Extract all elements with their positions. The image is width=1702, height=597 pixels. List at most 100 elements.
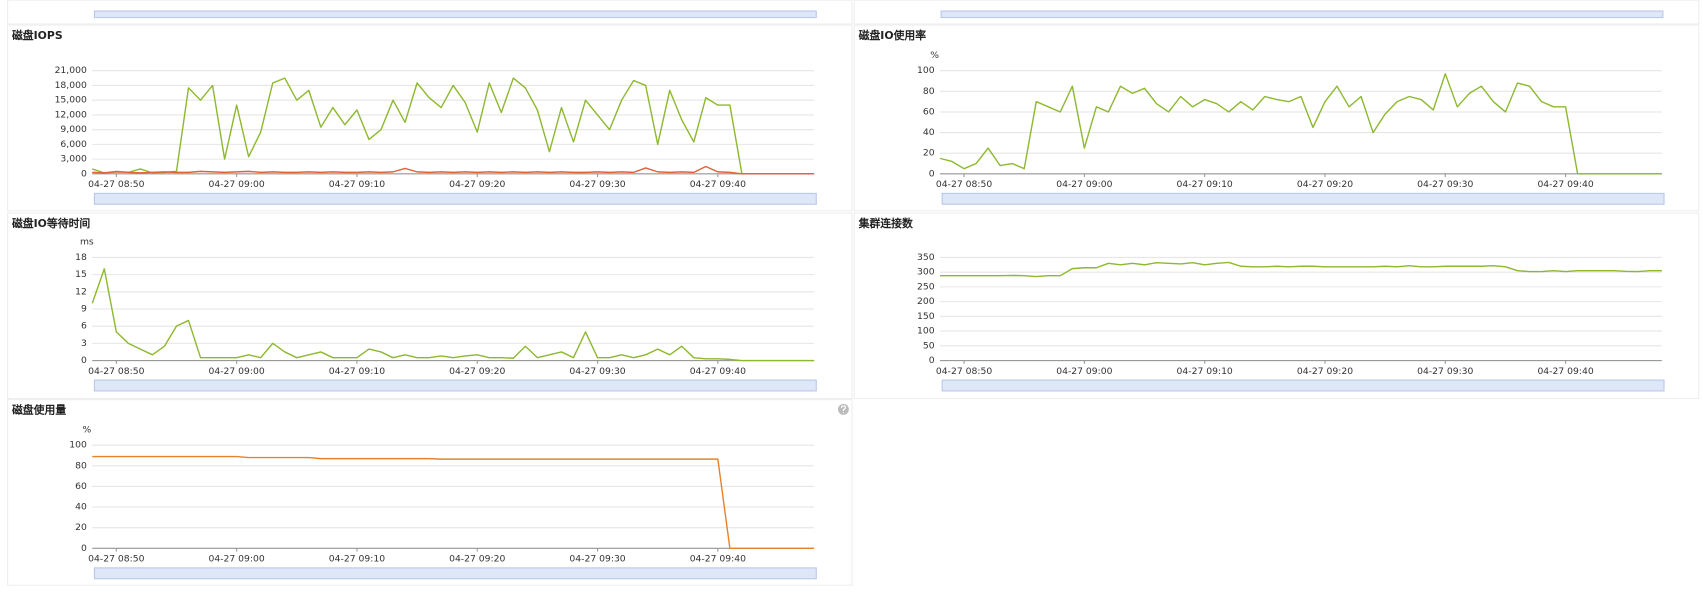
y-tick-label: 12,000 xyxy=(55,109,87,120)
y-tick-label: 20 xyxy=(923,148,935,159)
y-tick-label: 3 xyxy=(81,338,87,349)
zoom-track xyxy=(941,379,1665,392)
y-tick-label: 15,000 xyxy=(55,95,87,106)
x-tick-label: 04-27 09:30 xyxy=(569,366,625,377)
x-tick-label: 04-27 09:40 xyxy=(690,366,746,377)
y-tick-label: 9,000 xyxy=(60,124,87,135)
y-tick-label: 0 xyxy=(81,543,87,554)
y-tick-label: 20 xyxy=(75,522,87,533)
zoom-slider[interactable] xyxy=(93,10,817,19)
zoom-track xyxy=(93,192,817,205)
y-tick-label: 0 xyxy=(929,355,935,366)
series-line xyxy=(940,261,1662,278)
x-tick-label: 04-27 09:10 xyxy=(1177,179,1233,190)
x-tick-label: 04-27 09:00 xyxy=(208,179,264,190)
chart-panel: 集群连接数 0 50 100 150 200 250 300 350 04-27 08:50 04-… xyxy=(853,212,1700,400)
x-tick-label: 04-27 09:40 xyxy=(690,179,746,190)
y-tick-label: 250 xyxy=(917,281,935,292)
series-line xyxy=(92,165,815,175)
y-tick-label: 6 xyxy=(81,321,87,332)
x-tick-label: 04-27 09:10 xyxy=(1177,366,1233,377)
y-tick-label: 150 xyxy=(917,311,935,322)
series-line xyxy=(92,455,815,550)
x-tick-label: 04-27 09:10 xyxy=(329,366,385,377)
x-tick-label: 04-27 08:50 xyxy=(88,366,144,377)
panel-frame xyxy=(7,212,853,400)
x-tick-label: 04-27 09:40 xyxy=(1537,179,1593,190)
y-tick-label: 12 xyxy=(75,286,87,297)
y-tick-label: 15 xyxy=(75,269,87,280)
y-tick-label: 60 xyxy=(923,106,935,117)
y-tick-label: 3,000 xyxy=(60,154,87,165)
y-tick-label: 300 xyxy=(917,267,935,278)
x-tick-label: 04-27 09:20 xyxy=(449,179,505,190)
x-tick-label: 04-27 09:30 xyxy=(569,179,625,190)
panel-frame xyxy=(7,24,853,212)
y-tick-label: 100 xyxy=(917,326,935,337)
panel-frame xyxy=(853,0,1700,25)
x-tick-label: 04-27 09:20 xyxy=(1297,179,1353,190)
chart-panel: 磁盘IOPS 0 3,000 6,000 9,000 12,000 15,000 18,000… xyxy=(7,24,853,212)
x-tick-label: 04-27 09:00 xyxy=(208,554,264,565)
x-tick-label: 04-27 09:40 xyxy=(1537,366,1593,377)
y-tick-label: 350 xyxy=(917,252,935,263)
y-tick-label: 80 xyxy=(75,460,87,471)
y-tick-label: 100 xyxy=(917,65,935,76)
y-tick-label: 50 xyxy=(923,340,935,351)
series-line xyxy=(92,77,815,175)
chart-title: 磁盘IO等待时间 xyxy=(12,216,90,230)
zoom-slider[interactable] xyxy=(940,10,1664,19)
help-icon[interactable] xyxy=(837,403,849,415)
zoom-slider[interactable] xyxy=(941,379,1665,392)
zoom-slider[interactable] xyxy=(941,192,1665,205)
chart-title: 集群连接数 xyxy=(858,216,913,230)
x-tick-label: 04-27 09:30 xyxy=(1417,179,1473,190)
y-axis-unit: % xyxy=(82,425,91,436)
y-tick-label: 80 xyxy=(923,86,935,97)
help-glyph xyxy=(840,405,846,413)
y-tick-label: 21,000 xyxy=(55,65,87,76)
chart-panel: 磁盘IO等待时间 ms 0 3 6 9 12 15 18 04-27 08:50 04-27 09:… xyxy=(7,212,853,400)
x-tick-label: 04-27 08:50 xyxy=(88,554,144,565)
x-tick-label: 04-27 08:50 xyxy=(936,179,992,190)
panel-frame xyxy=(853,212,1700,400)
y-axis-unit: ms xyxy=(80,237,94,248)
zoom-track xyxy=(93,567,817,580)
zoom-slider[interactable] xyxy=(93,567,817,580)
y-tick-label: 0 xyxy=(81,355,87,366)
y-tick-label: 18,000 xyxy=(55,80,87,91)
chart-title: 磁盘IO使用率 xyxy=(859,28,927,42)
y-tick-label: 200 xyxy=(917,296,935,307)
x-tick-label: 04-27 09:40 xyxy=(690,554,746,565)
y-axis-unit: % xyxy=(930,50,939,61)
x-tick-label: 04-27 09:10 xyxy=(329,554,385,565)
zoom-track xyxy=(941,192,1665,205)
y-tick-label: 18 xyxy=(75,252,87,263)
y-tick-label: 100 xyxy=(69,440,87,451)
chart-title: 磁盘使用量 xyxy=(12,402,66,416)
panel-frame xyxy=(7,399,853,586)
chart-panel: 磁盘使用量% 0 20 40 60 80 100 04-27 08:50 04-27 09:00… xyxy=(7,399,853,586)
panel-frame xyxy=(853,24,1700,212)
x-tick-label: 04-27 09:30 xyxy=(1417,366,1473,377)
x-tick-label: 04-27 08:50 xyxy=(936,366,992,377)
series-line xyxy=(939,73,1662,175)
x-tick-label: 04-27 09:10 xyxy=(329,179,385,190)
chart-title: 磁盘IOPS xyxy=(12,28,63,42)
zoom-track xyxy=(93,379,817,392)
y-tick-label: 40 xyxy=(923,127,935,138)
x-tick-label: 04-27 09:00 xyxy=(1056,366,1112,377)
x-tick-label: 04-27 09:00 xyxy=(208,366,264,377)
zoom-slider[interactable] xyxy=(93,379,817,392)
x-tick-label: 04-27 09:20 xyxy=(1297,366,1353,377)
panel-frame xyxy=(7,0,853,25)
y-tick-label: 6,000 xyxy=(60,139,87,150)
zoom-slider[interactable] xyxy=(93,192,817,205)
x-tick-label: 04-27 08:50 xyxy=(88,179,144,190)
y-tick-label: 0 xyxy=(81,168,87,179)
series-line xyxy=(91,268,815,362)
x-tick-label: 04-27 09:20 xyxy=(449,554,505,565)
x-tick-label: 04-27 09:00 xyxy=(1056,179,1112,190)
